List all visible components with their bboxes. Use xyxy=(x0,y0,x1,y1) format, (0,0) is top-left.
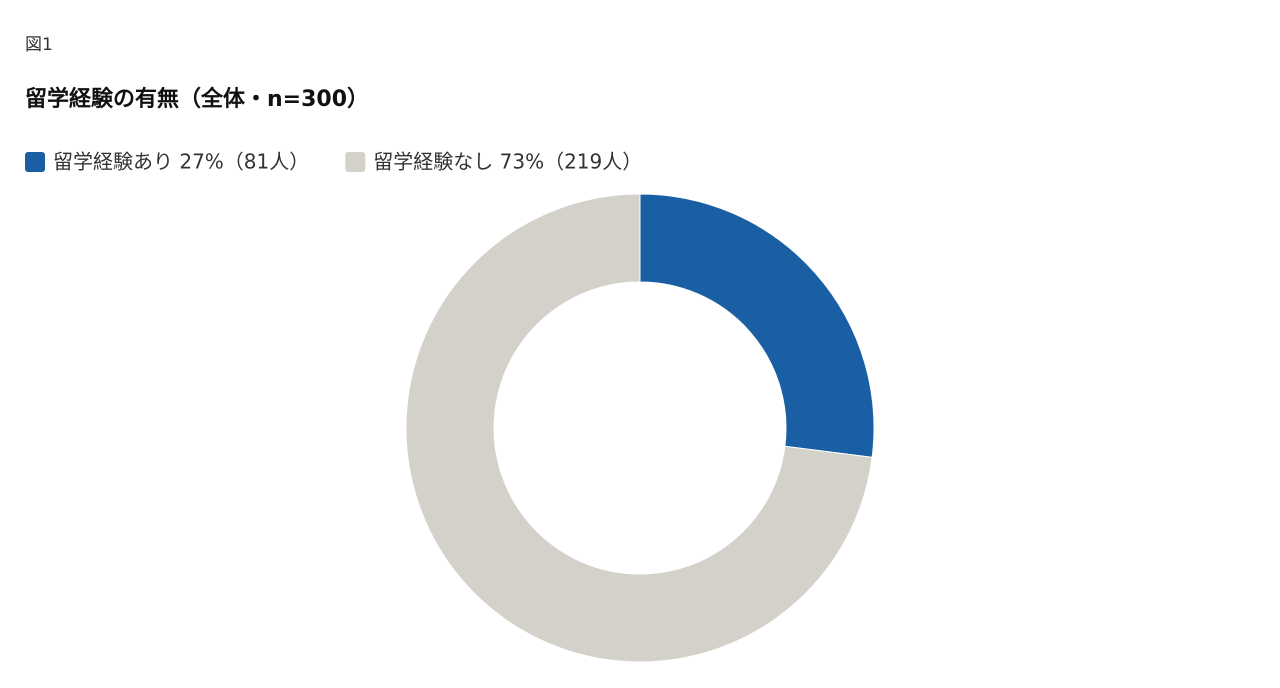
legend: 留学経験あり 27%（81人） 留学経験なし 73%（219人） xyxy=(25,150,642,174)
legend-label: 留学経験なし 73%（219人） xyxy=(373,150,642,174)
donut xyxy=(405,193,875,663)
legend-swatch xyxy=(25,152,45,172)
legend-swatch xyxy=(345,152,366,172)
chart-title: 留学経験の有無（全体・n=300） xyxy=(25,86,369,112)
donut-slice xyxy=(639,193,875,458)
donut-slice xyxy=(405,193,873,663)
legend-label: 留学経験あり 27%（81人） xyxy=(53,150,309,174)
figure-label: 図1 xyxy=(25,35,53,55)
